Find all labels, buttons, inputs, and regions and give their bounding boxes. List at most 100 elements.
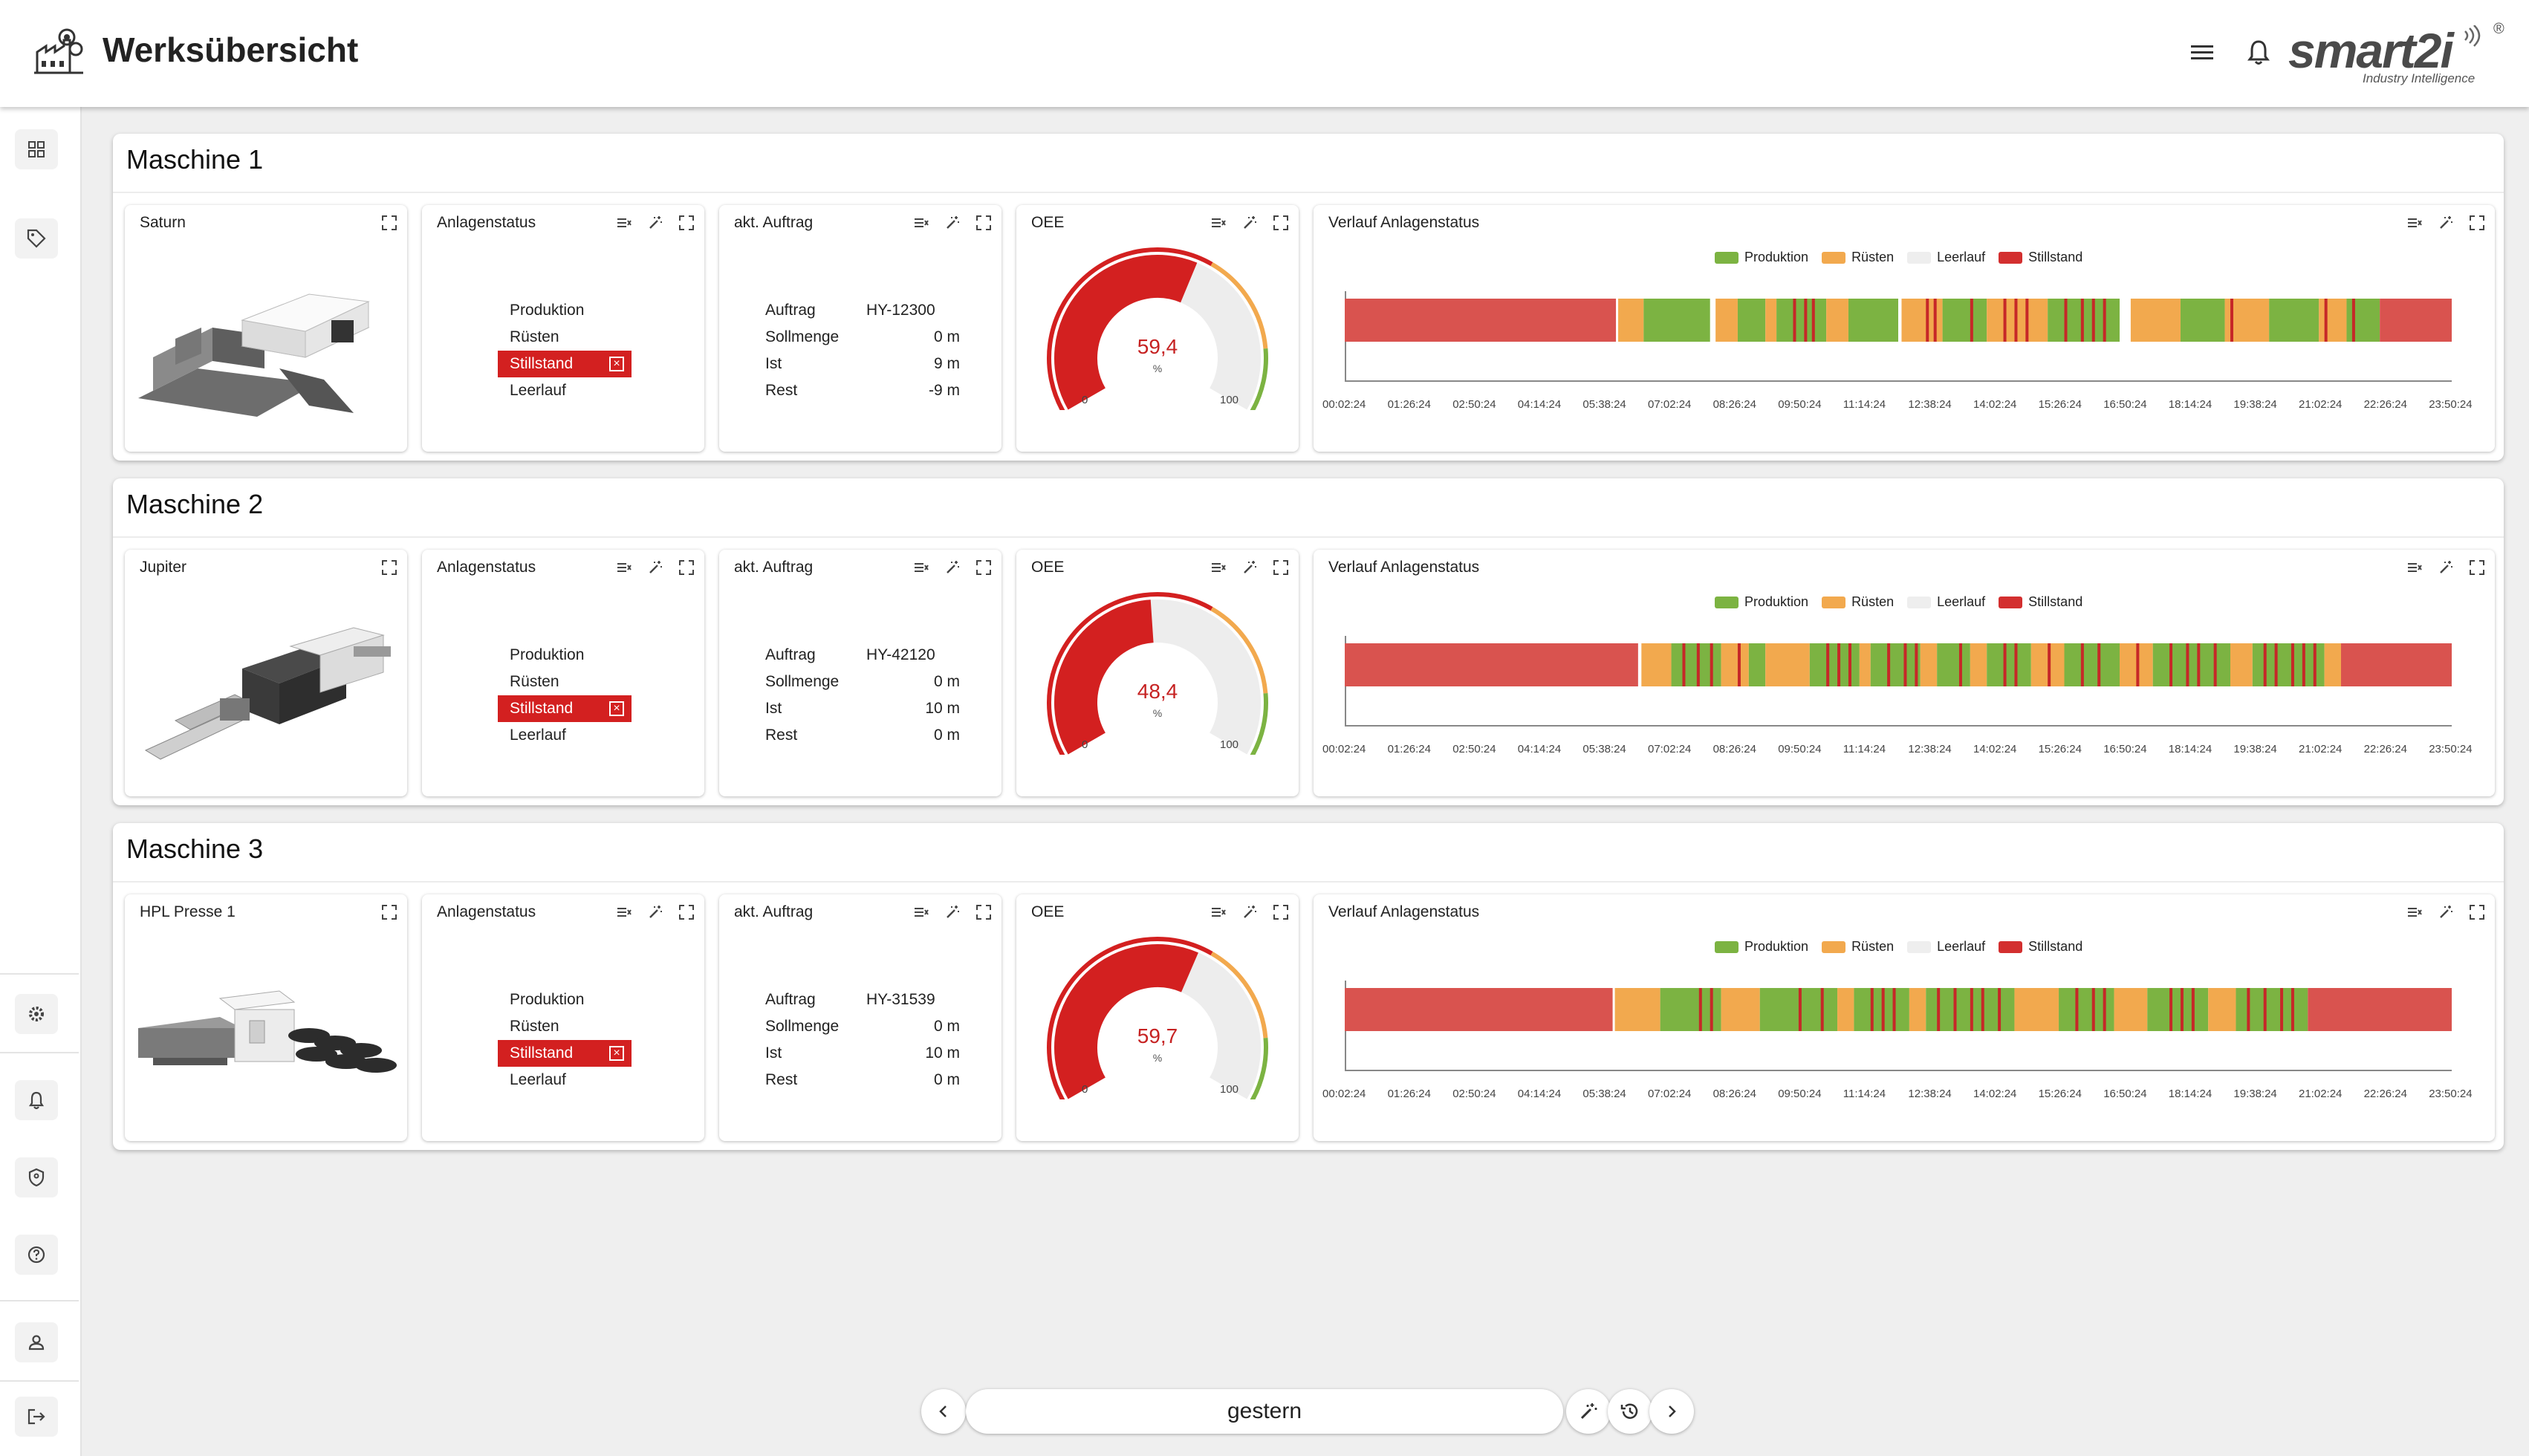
date-selector[interactable]: gestern [966, 1389, 1563, 1434]
card-list-button[interactable] [2404, 212, 2425, 233]
sidebar-item-settings[interactable] [15, 994, 58, 1034]
card-wand-button[interactable] [2435, 902, 2456, 923]
card-wand-button[interactable] [942, 557, 963, 578]
timeline-segment [2180, 299, 2225, 342]
card-expand-button[interactable] [2467, 902, 2487, 923]
card-wand-button[interactable] [2435, 212, 2456, 233]
card-wand-button[interactable] [1239, 902, 1260, 923]
legend-item[interactable]: Produktion [1715, 594, 1808, 610]
sidebar-item-logout[interactable] [15, 1397, 58, 1437]
sidebar-item-user[interactable] [15, 1322, 58, 1362]
sidebar-item-notifications[interactable] [15, 1080, 58, 1120]
status-timeline [1345, 988, 2452, 1031]
stillstand-spike [1970, 988, 1973, 1031]
card-list-button[interactable] [1208, 212, 1229, 233]
card-expand-button[interactable] [973, 557, 994, 578]
legend-item[interactable]: Produktion [1715, 939, 1808, 955]
card-expand-button[interactable] [2467, 212, 2487, 233]
card-expand-button[interactable] [379, 212, 400, 233]
history-button[interactable] [1608, 1389, 1652, 1434]
card-expand-button[interactable] [379, 902, 400, 923]
tag-icon [27, 229, 46, 248]
close-icon[interactable]: × [609, 357, 624, 371]
legend-item[interactable]: Rüsten [1822, 939, 1894, 955]
sidebar-item-help[interactable] [15, 1235, 58, 1275]
card-expand-button[interactable] [1270, 902, 1291, 923]
card-list-button[interactable] [911, 557, 932, 578]
legend-item[interactable]: Rüsten [1822, 594, 1894, 610]
card-expand-button[interactable] [676, 557, 697, 578]
card-expand-button[interactable] [1270, 212, 1291, 233]
card-title: Anlagenstatus [437, 559, 536, 576]
card-list-button[interactable] [911, 212, 932, 233]
card-expand-button[interactable] [676, 902, 697, 923]
card-list-button[interactable] [614, 212, 634, 233]
target-quantity: 0 m [933, 673, 960, 690]
sidebar-item-security[interactable] [15, 1157, 58, 1197]
previous-day-button[interactable] [921, 1389, 966, 1434]
legend-item[interactable]: Leerlauf [1907, 250, 1985, 265]
card-wand-button[interactable] [2435, 557, 2456, 578]
timeline-segment [1618, 299, 1644, 342]
card-list-button[interactable] [1208, 902, 1229, 923]
card-title: OEE [1031, 559, 1065, 576]
timeline-segment [1614, 988, 1660, 1031]
card-list-button[interactable] [614, 557, 634, 578]
card-list-button[interactable] [614, 902, 634, 923]
legend-item[interactable]: Stillstand [1999, 250, 2082, 265]
stillstand-spike [1881, 988, 1885, 1031]
card-expand-button[interactable] [973, 902, 994, 923]
card-list-button[interactable] [911, 902, 932, 923]
gauge-max-label: 100 [1220, 1083, 1239, 1096]
legend-item[interactable]: Leerlauf [1907, 939, 1985, 955]
card-expand-button[interactable] [1270, 557, 1291, 578]
close-icon[interactable]: × [609, 1046, 624, 1061]
fullscreen-icon [382, 215, 397, 230]
tick-label: 11:14:24 [1843, 398, 1886, 411]
registered-mark: ® [2493, 21, 2504, 37]
app-header: Werksübersicht smart2i ® Industry Intell… [0, 0, 2529, 107]
bell-icon[interactable] [2245, 37, 2272, 67]
card-wand-button[interactable] [942, 212, 963, 233]
legend-item[interactable]: Rüsten [1822, 250, 1894, 265]
close-icon[interactable]: × [609, 701, 624, 716]
card-expand-button[interactable] [676, 212, 697, 233]
legend-item[interactable]: Produktion [1715, 250, 1808, 265]
sidebar-item-tags[interactable] [15, 218, 58, 259]
legend-item[interactable]: Stillstand [1999, 939, 2082, 955]
stillstand-spike [2186, 643, 2189, 686]
tick-label: 07:02:24 [1648, 743, 1692, 755]
menu-icon[interactable] [2189, 42, 2215, 64]
stillstand-spike [2263, 643, 2267, 686]
tick-label: 05:38:24 [1582, 743, 1626, 755]
card-wand-button[interactable] [942, 902, 963, 923]
stillstand-spike [2191, 988, 2195, 1031]
legend-item[interactable]: Leerlauf [1907, 594, 1985, 610]
machine-panel: Maschine 3 HPL Presse 1 Anlagenstatus Pr… [113, 823, 2504, 1150]
stillstand-spike [2213, 643, 2217, 686]
target-quantity: 0 m [933, 1018, 960, 1035]
gauge-min-label: 0 [1082, 394, 1088, 406]
machine-title: Maschine 3 [126, 833, 264, 864]
card-list-button[interactable] [2404, 557, 2425, 578]
card-list-button[interactable] [2404, 902, 2425, 923]
card-wand-button[interactable] [1239, 557, 1260, 578]
tick-label: 12:38:24 [1908, 398, 1952, 411]
brand-name-prefix: smart [2288, 23, 2416, 78]
card-list-button[interactable] [1208, 557, 1229, 578]
magic-wand-button[interactable] [1566, 1389, 1611, 1434]
chart-legend: Produktion Rüsten Leerlauf Stillstand [1715, 939, 2082, 955]
card-title: akt. Auftrag [734, 903, 814, 920]
card-wand-button[interactable] [645, 212, 666, 233]
sidebar-item-dashboard[interactable] [15, 129, 58, 169]
card-expand-button[interactable] [379, 557, 400, 578]
oee-value: 59,7 [1137, 1024, 1178, 1047]
card-expand-button[interactable] [973, 212, 994, 233]
legend-item[interactable]: Stillstand [1999, 594, 2082, 610]
card-wand-button[interactable] [645, 902, 666, 923]
card-expand-button[interactable] [2467, 557, 2487, 578]
card-wand-button[interactable] [645, 557, 666, 578]
stillstand-spike [1798, 988, 1802, 1031]
next-day-button[interactable] [1649, 1389, 1694, 1434]
card-wand-button[interactable] [1239, 212, 1260, 233]
